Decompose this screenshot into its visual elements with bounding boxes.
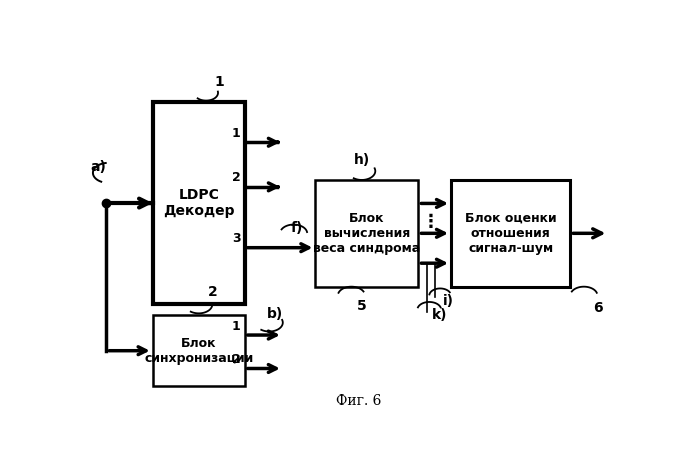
Text: 3: 3 [232, 232, 241, 245]
Text: 2: 2 [208, 285, 218, 299]
Text: 2: 2 [232, 353, 241, 366]
Text: a): a) [90, 160, 106, 175]
Text: 1: 1 [232, 127, 241, 140]
Text: b): b) [267, 307, 283, 321]
Text: f): f) [291, 221, 303, 235]
Bar [315, 180, 419, 286]
Text: 1: 1 [232, 320, 241, 333]
Text: h): h) [354, 153, 370, 167]
Text: Блок
синхронизации: Блок синхронизации [144, 337, 253, 365]
Bar [451, 180, 570, 286]
Text: Фиг. 6: Фиг. 6 [336, 394, 382, 407]
Text: Блок оценки
отношения
сигнал-шум: Блок оценки отношения сигнал-шум [465, 212, 556, 255]
Bar [153, 315, 245, 386]
Text: ⋮: ⋮ [421, 213, 440, 231]
Text: k): k) [432, 308, 447, 322]
Text: Блок
вычисления
веса синдрома: Блок вычисления веса синдрома [314, 212, 421, 255]
Text: 1: 1 [214, 75, 224, 89]
Text: 2: 2 [232, 171, 241, 184]
Text: 5: 5 [357, 299, 367, 313]
Text: i): i) [443, 294, 454, 308]
Text: 6: 6 [593, 301, 602, 315]
Bar [153, 102, 245, 304]
Text: LDPC
Декодер: LDPC Декодер [163, 188, 235, 218]
